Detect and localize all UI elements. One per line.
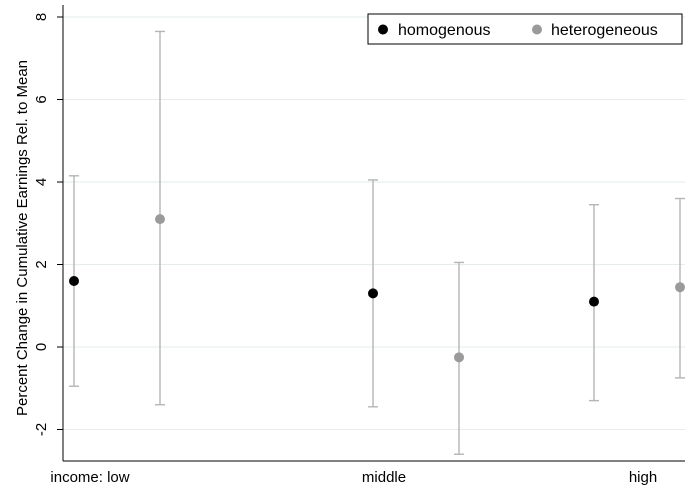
y-tick-label: 0: [33, 343, 50, 351]
y-tick-label: 4: [33, 178, 50, 186]
data-point: [69, 276, 79, 286]
y-tick-label: 6: [33, 95, 50, 103]
x-tick-label: middle: [362, 469, 406, 486]
y-axis-title: Percent Change in Cumulative Earnings Re…: [14, 60, 31, 416]
data-point: [589, 296, 599, 307]
y-tick-label: 8: [33, 13, 50, 21]
legend-box: [367, 13, 683, 45]
confidence-intervals: [69, 30, 685, 455]
data-point: [675, 282, 685, 293]
x-tick-label: high: [629, 469, 657, 486]
y-axis: -2 0 2 4 6 8: [33, 5, 64, 461]
legend-marker-homogenous: [378, 24, 388, 35]
x-tick-label: income: low: [50, 469, 129, 486]
gridlines: [63, 16, 685, 430]
x-axis: income: low middle high: [50, 460, 685, 486]
data-point: [454, 352, 464, 363]
legend-label-heterogeneous: heterogeneous: [551, 22, 658, 39]
y-tick-label: 2: [33, 260, 50, 268]
data-points: [69, 214, 685, 363]
data-point: [155, 214, 165, 225]
data-point: [368, 288, 378, 299]
legend-marker-heterogeneous: [532, 24, 542, 35]
y-tick-label: -2: [33, 423, 50, 436]
legend-label-homogenous: homogenous: [398, 22, 491, 39]
legend: homogenous heterogeneous: [367, 13, 683, 45]
